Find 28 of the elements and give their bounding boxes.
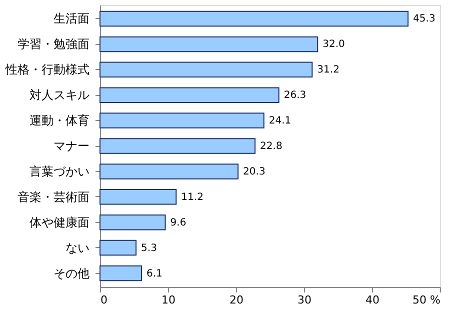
x-tick-label: 10 [162, 294, 176, 306]
y-tick-label: 言葉づかい [30, 164, 90, 178]
x-tick-label: 40 [366, 294, 380, 306]
data-label: 31.2 [317, 64, 340, 76]
x-tick-label: 0 [100, 294, 108, 306]
y-tick-label: 音楽・芸術面 [18, 190, 90, 204]
data-label: 9.6 [170, 217, 186, 228]
data-label: 6.1 [146, 268, 162, 280]
data-label: 22.8 [260, 141, 282, 152]
y-tick-label: 体や健康面 [30, 215, 90, 230]
x-tick-label: 30 [298, 294, 312, 306]
y-tick-label: 対人スキル [30, 88, 90, 102]
data-label: 5.3 [141, 242, 157, 254]
y-tick-label: マナー [54, 139, 90, 153]
data-label: 20.3 [243, 166, 266, 178]
data-label: 11.2 [181, 192, 204, 203]
data-label: 32.0 [322, 39, 345, 50]
y-tick-label: 生活面 [54, 12, 90, 26]
data-label: 26.3 [284, 90, 306, 102]
y-tick-label: 学習・勉強面 [18, 37, 90, 52]
data-label: 24.1 [268, 116, 292, 127]
y-tick-label: 性格・行動様式 [4, 62, 90, 77]
data-label: 45.3 [413, 14, 436, 25]
y-tick-label: ない [66, 240, 90, 255]
x-tick-label: 50 % [412, 294, 440, 306]
x-tick-label: 20 [230, 294, 244, 306]
y-tick-label: 運動・体育 [30, 114, 90, 128]
y-tick-label: その他 [54, 266, 90, 280]
